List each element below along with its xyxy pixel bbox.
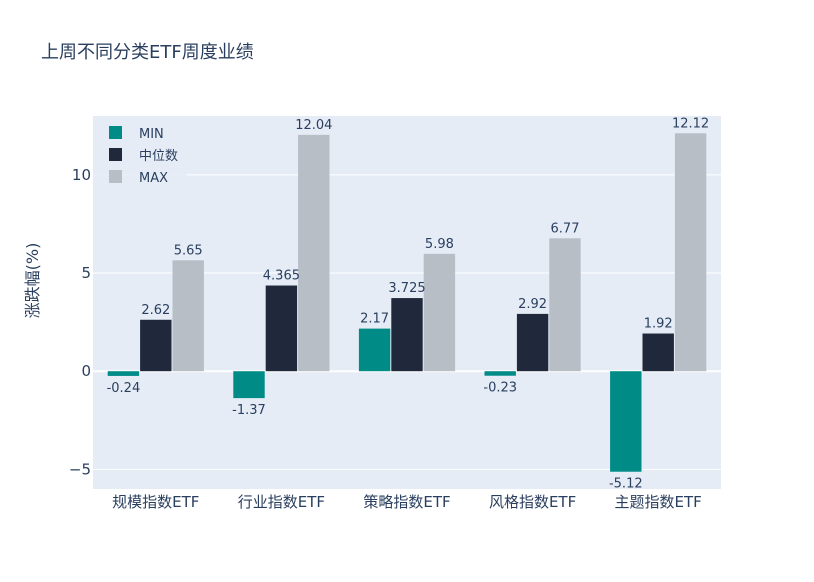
bar <box>516 313 549 372</box>
data-label: 1.92 <box>644 317 673 332</box>
legend-label: MIN <box>139 127 164 142</box>
data-label: -1.37 <box>232 403 266 418</box>
bar <box>233 371 265 399</box>
x-tick-label: 主题指数ETF <box>615 493 702 511</box>
data-label: -5.12 <box>609 477 643 492</box>
chart-title: 上周不同分类ETF周度业绩 <box>41 42 254 63</box>
bar <box>484 371 516 376</box>
data-label: -0.24 <box>107 381 141 396</box>
bar <box>265 285 298 372</box>
legend-background <box>93 116 187 194</box>
data-label: 12.12 <box>672 116 709 131</box>
x-tick-label: 规模指数ETF <box>112 493 199 511</box>
data-label: 3.725 <box>388 281 425 296</box>
y-axis-title: 涨跌幅(%) <box>23 243 42 319</box>
bar <box>423 253 456 372</box>
bar <box>298 134 330 372</box>
data-label: 12.04 <box>295 118 332 133</box>
legend-swatch <box>109 148 122 161</box>
bar <box>140 319 172 372</box>
x-axis-ticks: 规模指数ETF 行业指数ETF 策略指数ETF 风格指数ETF 主题指数ETF <box>112 493 702 511</box>
legend[interactable]: MIN 中位数 MAX <box>93 116 187 194</box>
bar <box>358 328 391 372</box>
x-tick-label: 策略指数ETF <box>363 493 450 511</box>
data-label: 2.17 <box>360 312 389 327</box>
bar <box>172 260 204 372</box>
bar <box>391 298 423 372</box>
data-label: 5.65 <box>174 243 203 258</box>
legend-label: 中位数 <box>139 149 178 164</box>
data-label: 6.77 <box>551 221 580 236</box>
data-labels: -0.24 2.62 5.65 -1.37 4.365 12.04 2.17 3.725 5.9… <box>107 116 710 491</box>
bar <box>610 371 642 472</box>
bars <box>107 133 707 472</box>
y-tick-label: 0 <box>81 362 91 380</box>
data-label: 4.365 <box>263 269 300 284</box>
data-label: 2.62 <box>141 303 170 318</box>
x-tick-label: 风格指数ETF <box>489 493 576 511</box>
legend-swatch <box>109 170 122 183</box>
data-label: -0.23 <box>483 381 517 396</box>
data-label: 2.92 <box>518 297 547 312</box>
y-tick-label: 5 <box>81 264 91 282</box>
x-tick-label: 行业指数ETF <box>238 493 325 511</box>
y-tick-label: −5 <box>69 460 91 478</box>
y-axis-ticks: −5 0 5 10 <box>69 166 91 478</box>
y-tick-label: 10 <box>72 166 91 184</box>
data-label: 5.98 <box>425 237 454 252</box>
legend-swatch <box>109 126 122 139</box>
bar <box>549 238 581 372</box>
bar <box>674 133 707 372</box>
legend-label: MAX <box>139 171 168 186</box>
bar <box>642 333 674 372</box>
bar <box>107 371 140 376</box>
